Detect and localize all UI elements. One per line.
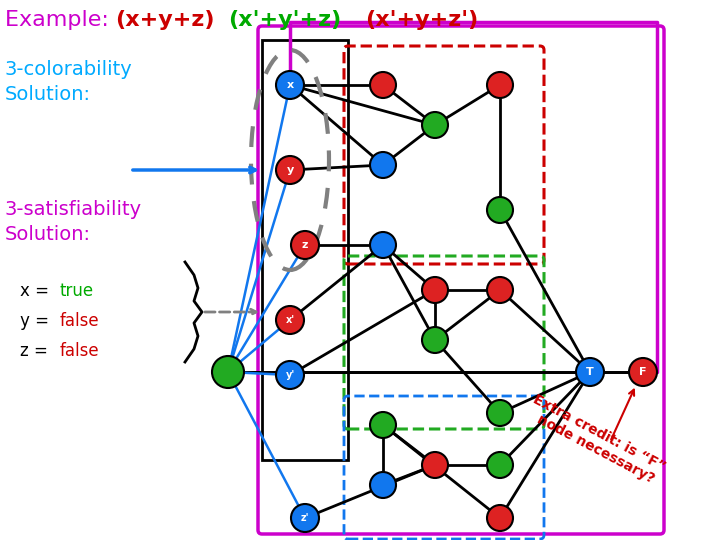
Circle shape bbox=[291, 504, 319, 532]
Circle shape bbox=[576, 358, 604, 386]
Text: y: y bbox=[287, 165, 294, 175]
Circle shape bbox=[276, 361, 304, 389]
Circle shape bbox=[487, 277, 513, 303]
Circle shape bbox=[276, 156, 304, 184]
Text: y =: y = bbox=[20, 312, 54, 330]
Text: T: T bbox=[586, 367, 594, 377]
Text: false: false bbox=[60, 312, 99, 330]
Circle shape bbox=[370, 152, 396, 178]
Circle shape bbox=[487, 452, 513, 478]
Text: F: F bbox=[639, 367, 647, 377]
Circle shape bbox=[629, 358, 657, 386]
Text: (x+y+z): (x+y+z) bbox=[115, 10, 215, 30]
Circle shape bbox=[276, 306, 304, 334]
Text: y': y' bbox=[285, 370, 294, 380]
Bar bbox=[262, 40, 348, 460]
Text: x: x bbox=[287, 80, 294, 90]
Circle shape bbox=[487, 72, 513, 98]
Circle shape bbox=[370, 472, 396, 498]
Circle shape bbox=[422, 277, 448, 303]
Text: false: false bbox=[60, 342, 99, 360]
Circle shape bbox=[370, 72, 396, 98]
Text: 3-satisfiability: 3-satisfiability bbox=[5, 200, 142, 219]
Text: (x'+y'+z): (x'+y'+z) bbox=[228, 10, 341, 30]
Circle shape bbox=[291, 231, 319, 259]
Circle shape bbox=[487, 400, 513, 426]
Text: true: true bbox=[60, 282, 94, 300]
Circle shape bbox=[422, 452, 448, 478]
Text: Example:: Example: bbox=[5, 10, 116, 30]
Text: Solution:: Solution: bbox=[5, 85, 91, 104]
Circle shape bbox=[422, 327, 448, 353]
Circle shape bbox=[276, 71, 304, 99]
Circle shape bbox=[487, 505, 513, 531]
Text: Extra credit: is “F”
  node necessary?: Extra credit: is “F” node necessary? bbox=[523, 392, 667, 488]
Circle shape bbox=[487, 197, 513, 223]
Text: z: z bbox=[302, 240, 308, 250]
Circle shape bbox=[370, 232, 396, 258]
Text: Solution:: Solution: bbox=[5, 225, 91, 244]
Text: x =: x = bbox=[20, 282, 54, 300]
Text: 3-colorability: 3-colorability bbox=[5, 60, 132, 79]
Text: z =: z = bbox=[20, 342, 53, 360]
Text: x': x' bbox=[285, 315, 294, 325]
Text: z': z' bbox=[301, 513, 310, 523]
Circle shape bbox=[370, 412, 396, 438]
Text: (x'+y+z'): (x'+y+z') bbox=[365, 10, 478, 30]
Circle shape bbox=[212, 356, 244, 388]
Circle shape bbox=[422, 112, 448, 138]
